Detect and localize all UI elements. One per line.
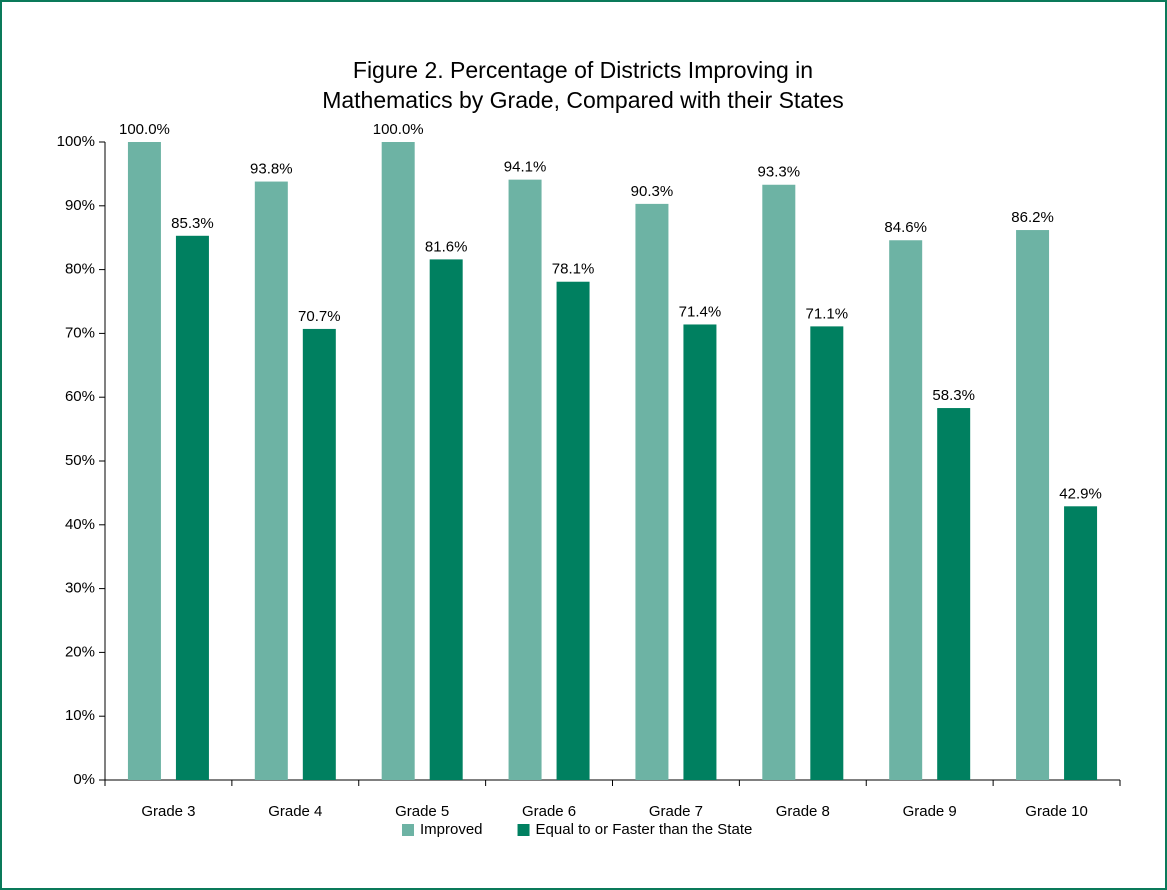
x-tick-label: Grade 7 bbox=[649, 803, 703, 820]
chart-title: Figure 2. Percentage of Districts Improv… bbox=[353, 57, 813, 83]
value-label: 94.1% bbox=[504, 159, 547, 176]
bar bbox=[1064, 506, 1098, 780]
y-tick-label: 80% bbox=[65, 261, 95, 278]
bar bbox=[889, 240, 923, 780]
bar bbox=[429, 259, 463, 781]
y-tick-label: 90% bbox=[65, 197, 95, 214]
bar bbox=[381, 142, 415, 780]
value-label: 58.3% bbox=[932, 387, 975, 404]
value-label: 86.2% bbox=[1011, 209, 1054, 226]
y-tick-label: 100% bbox=[57, 133, 95, 150]
bar bbox=[254, 181, 288, 780]
y-tick-label: 10% bbox=[65, 707, 95, 724]
bar bbox=[1016, 230, 1050, 780]
value-label: 93.3% bbox=[758, 164, 801, 181]
y-tick-label: 50% bbox=[65, 452, 95, 469]
legend-label: Improved bbox=[420, 821, 483, 838]
bar bbox=[302, 328, 336, 780]
value-label: 90.3% bbox=[631, 183, 674, 200]
legend-label: Equal to or Faster than the State bbox=[536, 821, 753, 838]
value-label: 71.4% bbox=[679, 303, 722, 320]
bar bbox=[635, 203, 669, 781]
y-tick-label: 30% bbox=[65, 580, 95, 597]
y-tick-label: 70% bbox=[65, 324, 95, 341]
bar bbox=[556, 281, 590, 780]
x-tick-label: Grade 10 bbox=[1025, 803, 1088, 820]
y-tick-label: 0% bbox=[73, 771, 95, 788]
value-label: 85.3% bbox=[171, 215, 214, 232]
x-tick-label: Grade 8 bbox=[776, 803, 830, 820]
value-label: 93.8% bbox=[250, 161, 293, 178]
bar bbox=[810, 326, 844, 780]
bar bbox=[127, 142, 161, 780]
value-label: 84.6% bbox=[884, 219, 927, 236]
bar bbox=[683, 324, 717, 780]
chart-title: Mathematics by Grade, Compared with thei… bbox=[322, 87, 844, 113]
x-tick-label: Grade 5 bbox=[395, 803, 449, 820]
y-tick-label: 40% bbox=[65, 516, 95, 533]
legend-swatch bbox=[517, 824, 530, 836]
bar bbox=[762, 184, 796, 781]
x-tick-label: Grade 3 bbox=[141, 803, 195, 820]
value-label: 100.0% bbox=[119, 121, 170, 138]
value-label: 100.0% bbox=[373, 121, 424, 138]
bar bbox=[937, 408, 971, 780]
x-tick-label: Grade 9 bbox=[903, 803, 957, 820]
x-tick-label: Grade 6 bbox=[522, 803, 576, 820]
bar bbox=[175, 235, 209, 780]
value-label: 42.9% bbox=[1059, 485, 1102, 502]
value-label: 70.7% bbox=[298, 308, 341, 325]
value-label: 78.1% bbox=[552, 261, 595, 278]
value-label: 71.1% bbox=[806, 305, 849, 322]
value-label: 81.6% bbox=[425, 238, 468, 255]
bar bbox=[508, 179, 542, 781]
y-tick-label: 60% bbox=[65, 388, 95, 405]
y-tick-label: 20% bbox=[65, 643, 95, 660]
legend-swatch bbox=[402, 824, 414, 836]
x-tick-label: Grade 4 bbox=[268, 803, 322, 820]
